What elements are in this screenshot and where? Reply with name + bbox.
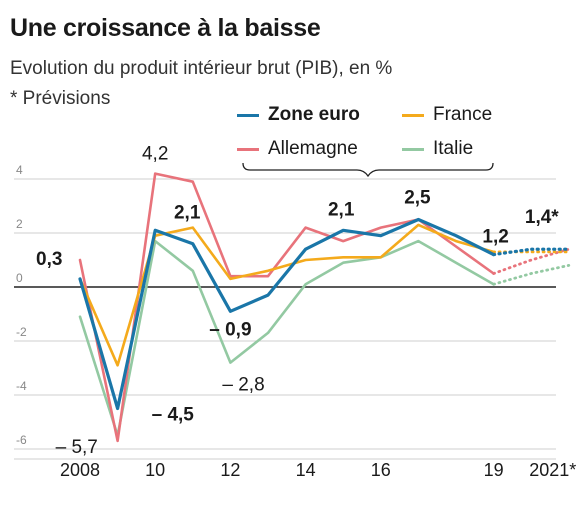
series-forecast-allemagne	[492, 247, 571, 275]
series-forecast-zone-euro	[492, 247, 571, 257]
legend-italie: Italie	[402, 138, 473, 160]
data-label: 4,2	[142, 144, 168, 165]
x-tick-label: 14	[296, 460, 316, 480]
x-tick-label: 16	[371, 460, 391, 480]
data-label: 2,1	[328, 199, 355, 220]
x-tick-label: 19	[484, 460, 504, 480]
y-tick-label: 0	[16, 271, 23, 285]
series-lines	[78, 172, 571, 443]
y-tick-label: -6	[16, 433, 27, 447]
legend-france: France	[402, 104, 492, 126]
data-labels: 0,3 – 4,5 – 5,7 4,2 2,1 – 0,9 – 2,8 2,1 2,5 1,2 1,…	[36, 144, 559, 458]
x-tick-label: 10	[145, 460, 165, 480]
series-forecast-italie	[492, 263, 571, 286]
legend-zone-euro: Zone euro	[237, 104, 360, 126]
y-tick-label: 2	[16, 217, 23, 231]
forecast-note: * Prévisions	[10, 88, 111, 109]
x-tick-label: 2008	[60, 460, 100, 480]
y-tick-label: -2	[16, 325, 27, 339]
series-line-zone-euro	[78, 217, 496, 411]
x-tick-label: 2021*	[529, 460, 576, 480]
data-label: – 0,9	[209, 319, 251, 340]
legend-allemagne: Allemagne	[237, 138, 358, 160]
y-tick-label: 4	[16, 163, 23, 177]
data-label: 1,2	[482, 227, 508, 248]
legend-label-italie: Italie	[433, 138, 474, 159]
legend-swatch-france	[402, 113, 424, 117]
x-axis-ticks: 2008 10 12 14 16 19 2021*	[60, 460, 576, 480]
legend-swatch-zone-euro	[237, 113, 259, 117]
chart-subtitle: Evolution du produit intérieur brut (PIB…	[10, 58, 393, 79]
series-line-allemagne	[78, 172, 495, 443]
gridlines	[14, 178, 556, 460]
series-line-italie	[78, 239, 495, 437]
data-label: 1,4*	[525, 207, 559, 228]
y-axis-ticks: -6 -4 -2 0 2 4	[16, 163, 27, 447]
legend-bracket	[242, 162, 494, 178]
legend-swatch-allemagne	[237, 147, 259, 151]
legend-swatch-italie	[402, 147, 424, 151]
x-tick-label: 12	[220, 460, 240, 480]
data-label: – 5,7	[56, 437, 98, 458]
data-label: 2,5	[404, 188, 431, 209]
data-label: 2,1	[174, 202, 201, 223]
legend-label-zone-euro: Zone euro	[268, 104, 360, 125]
legend-label-france: France	[433, 104, 493, 125]
data-label: – 2,8	[222, 375, 264, 396]
data-label: – 4,5	[152, 405, 195, 426]
chart-title: Une croissance à la baisse	[10, 14, 321, 42]
data-label: 0,3	[36, 249, 62, 270]
y-tick-label: -4	[16, 379, 27, 393]
legend-label-allemagne: Allemagne	[268, 138, 358, 159]
